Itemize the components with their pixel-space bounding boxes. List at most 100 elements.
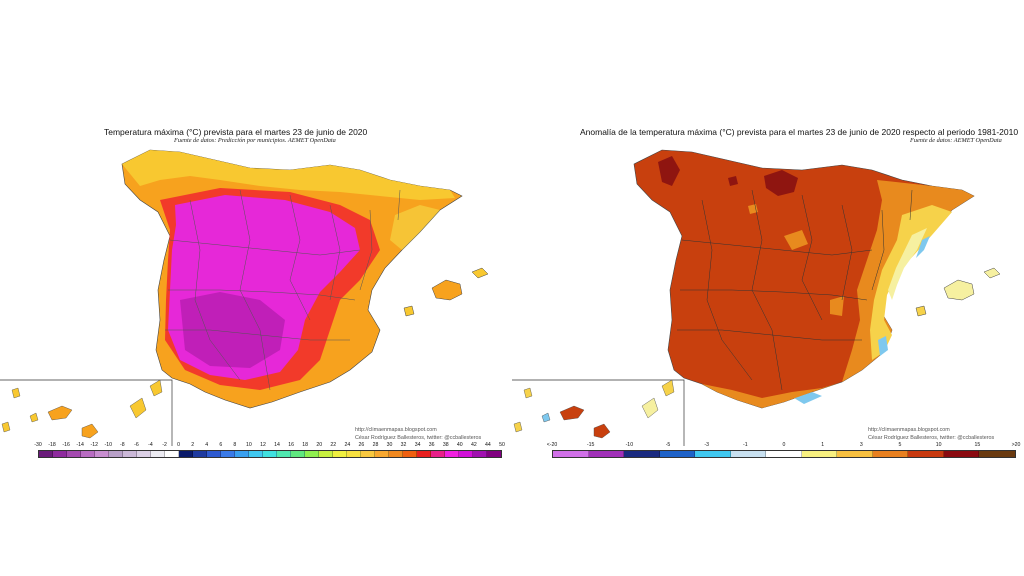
right-canary-inset-border [512, 379, 685, 446]
left-legend-swatch [95, 451, 109, 457]
right-legend-swatch [872, 451, 909, 457]
left-legend-swatch [277, 451, 291, 457]
left-north-cool-band [122, 150, 455, 200]
right-legend-swatch [908, 451, 944, 457]
right-legend-swatch [730, 451, 767, 457]
right-legend: <-20 -15 -10 -5 -3 -1 0 1 3 5 10 15 >20 [547, 441, 1020, 461]
left-map-subtitle: Fuente de datos: Predicción por municipi… [174, 137, 336, 144]
right-canary-island-7 [513, 421, 523, 433]
left-legend-tick-label: -8 [120, 442, 125, 448]
left-legend-tick-label: 18 [302, 442, 309, 448]
left-legend-swatch [221, 451, 235, 457]
right-legend-tick-label: -5 [665, 442, 671, 448]
right-legend-swatch [801, 451, 838, 457]
left-legend-tick-label: 40 [456, 442, 463, 448]
right-canary-island-3 [559, 405, 585, 421]
left-legend-tick-label: 36 [428, 442, 435, 448]
left-canary-island-6 [149, 379, 163, 397]
right-canary-island-1 [523, 387, 533, 399]
right-balearic-ibiza [915, 305, 927, 317]
left-legend-tick-label: 10 [246, 442, 252, 448]
right-east-coast-near-zero [888, 228, 927, 300]
left-legend-swatch [39, 451, 53, 457]
right-legend-swatch [624, 451, 660, 457]
left-legend-tick-label: 42 [470, 442, 477, 448]
left-legend-tick-label: 4 [205, 442, 209, 448]
left-legend-swatch [179, 451, 193, 457]
right-credit-url[interactable]: http://climaenmapas.blogspot.com [868, 427, 950, 433]
left-legend-tick-label: 38 [442, 442, 449, 448]
right-legend-swatch [695, 451, 731, 457]
right-legend-swatch [837, 451, 873, 457]
left-legend-tick-label: 28 [372, 442, 379, 448]
left-canary-island-2 [29, 412, 39, 423]
left-legend-tick-label: 30 [386, 442, 393, 448]
right-map-subtitle: Fuente de datos: AEMET OpenData [910, 137, 1002, 144]
right-very-high-north [764, 170, 798, 196]
left-canary-island-7 [1, 421, 11, 433]
left-legend-swatch [291, 451, 305, 457]
right-canary-island-6 [661, 379, 675, 397]
right-legend-swatch [979, 451, 1015, 457]
left-legend-swatch [137, 451, 151, 457]
left-legend-bar [38, 450, 502, 458]
left-legend-swatch [403, 451, 417, 457]
left-legend-swatch [319, 451, 333, 457]
right-legend-swatch [659, 451, 696, 457]
right-canary-island-2 [541, 412, 551, 423]
left-legend-tick-label: 14 [274, 442, 280, 448]
left-canary-inset-border [0, 379, 173, 446]
right-legend-tick-label: 3 [859, 442, 863, 448]
right-credit-author: César Rodríguez Ballesteros, twitter: @c… [868, 435, 995, 441]
right-province-borders [677, 189, 913, 391]
left-legend-swatch [193, 451, 207, 457]
left-legend-tick-label: 26 [358, 442, 365, 448]
left-legend-swatch [417, 451, 431, 457]
left-canary-island-1 [11, 387, 21, 399]
left-east-coast-mild [390, 205, 440, 250]
left-legend-swatch [445, 451, 459, 457]
right-legend-tick-label: 0 [782, 442, 786, 448]
left-legend-tick-label: 50 [499, 442, 505, 448]
left-map-panel: Temperatura máxima (°C) prevista para el… [0, 127, 505, 458]
left-legend-tick-label: 2 [191, 442, 195, 448]
left-legend-swatch [459, 451, 473, 457]
left-legend-tick-label: 0 [177, 442, 181, 448]
right-map-title: Anomalía de la temperatura máxima (°C) p… [580, 127, 1019, 137]
right-map-panel: Anomalía de la temperatura máxima (°C) p… [512, 0, 1024, 576]
right-legend-tick-label: -10 [625, 442, 634, 448]
right-moderate-patch-2 [830, 296, 844, 316]
right-legend-tick-label: 1 [821, 442, 825, 448]
left-legend-tick-label: 24 [344, 442, 351, 448]
left-legend-swatch [249, 451, 263, 457]
left-credit-author: César Rodríguez Ballesteros, twitter: @c… [355, 435, 482, 441]
left-legend-swatch [375, 451, 389, 457]
left-province-borders [165, 189, 401, 391]
left-legend-tick-label: 34 [414, 442, 421, 448]
right-legend-tick-label: <-20 [546, 442, 558, 448]
left-legend-tick-label: 22 [330, 442, 337, 448]
left-balearic-mallorca [431, 279, 463, 301]
left-legend-swatch [487, 451, 501, 457]
left-legend-swatch [67, 451, 81, 457]
right-east-coast-low [870, 205, 952, 360]
right-legend-bar [552, 450, 1016, 458]
right-legend-swatch [553, 451, 589, 457]
left-legend-swatch [263, 451, 277, 457]
left-legend-tick-label: -14 [76, 442, 84, 448]
left-legend-tick-label: 44 [485, 442, 491, 448]
left-legend-swatch [53, 451, 67, 457]
left-canary-island-5 [129, 397, 147, 419]
right-legend-swatch [766, 451, 802, 457]
left-credit-url[interactable]: http://climaenmapas.blogspot.com [355, 427, 437, 433]
left-balearic-menorca [471, 267, 489, 279]
left-legend-tick-label: 12 [260, 442, 266, 448]
left-legend-tick-label: -16 [62, 442, 70, 448]
left-legend-tick-label: 32 [400, 442, 407, 448]
right-canary-island-4 [593, 423, 611, 439]
left-canary-island-3 [47, 405, 73, 421]
left-legend-tick-label: -4 [148, 442, 153, 448]
left-legend-tick-label: -10 [104, 442, 113, 448]
right-legend-tick-label: -1 [743, 442, 748, 448]
right-balearic-mallorca [943, 279, 975, 301]
